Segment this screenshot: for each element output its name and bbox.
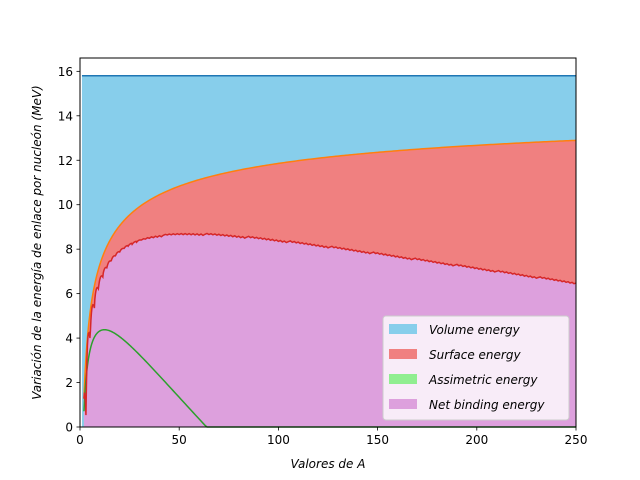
x-tick-label: 150 <box>366 433 389 447</box>
x-tick-label: 0 <box>76 433 84 447</box>
plot-frame <box>79 57 577 428</box>
legend: Volume energy Surface energy Assimetric en… <box>382 315 570 421</box>
y-tick-label: 16 <box>58 65 73 79</box>
x-tick-label: 250 <box>565 433 588 447</box>
y-tick-label: 10 <box>58 198 73 212</box>
x-axis-title: Valores de A <box>291 457 366 471</box>
y-tick-label: 4 <box>65 332 73 346</box>
y-tick-label: 8 <box>65 243 73 257</box>
x-tick-label: 50 <box>172 433 187 447</box>
legend-label-volume-energy: Volume energy <box>429 323 521 337</box>
legend-swatch-surface-energy <box>389 349 417 359</box>
legend-label-surface-energy: Surface energy <box>429 348 521 362</box>
x-axis: 0 50 100 150 200 250 <box>76 427 587 447</box>
legend-swatch-assimetric-energy <box>389 374 417 384</box>
y-tick-label: 2 <box>65 376 73 390</box>
y-tick-label: 12 <box>58 154 73 168</box>
y-tick-label: 6 <box>65 287 73 301</box>
x-tick-label: 100 <box>267 433 290 447</box>
line-surface-energy <box>83 139 577 399</box>
legend-box <box>382 315 570 421</box>
legend-label-assimetric-energy: Assimetric energy <box>428 373 538 387</box>
y-axis-title: Variación de la energía de enlace por nu… <box>30 85 44 399</box>
legend-swatch-volume-energy <box>389 324 417 334</box>
y-tick-label: 0 <box>65 421 73 435</box>
line-net-binding-energy <box>83 232 577 416</box>
legend-swatch-net-binding-energy <box>389 399 417 409</box>
x-tick-label: 200 <box>465 433 488 447</box>
y-tick-label: 14 <box>58 109 73 123</box>
y-axis: 0 2 4 6 8 10 12 14 16 <box>58 65 80 435</box>
legend-label-net-binding-energy: Net binding energy <box>429 398 545 412</box>
